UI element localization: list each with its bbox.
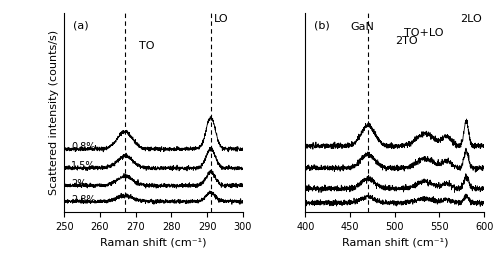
Text: 2%: 2% bbox=[71, 179, 87, 189]
Text: GaN: GaN bbox=[350, 22, 374, 32]
Text: 2TO: 2TO bbox=[395, 36, 417, 46]
Text: 2LO: 2LO bbox=[460, 14, 482, 24]
Text: 2.8%: 2.8% bbox=[71, 195, 96, 205]
Text: (b): (b) bbox=[314, 21, 330, 31]
Text: LO: LO bbox=[214, 14, 229, 24]
Text: (a): (a) bbox=[73, 21, 89, 31]
Text: 0.8%: 0.8% bbox=[71, 142, 96, 153]
X-axis label: Raman shift (cm⁻¹): Raman shift (cm⁻¹) bbox=[100, 238, 207, 248]
Text: TO: TO bbox=[139, 41, 155, 51]
Y-axis label: Scattered intensity (counts/s): Scattered intensity (counts/s) bbox=[49, 30, 59, 195]
X-axis label: Raman shift (cm⁻¹): Raman shift (cm⁻¹) bbox=[341, 238, 448, 248]
Text: TO+LO: TO+LO bbox=[404, 28, 443, 38]
Text: 1.5%: 1.5% bbox=[71, 161, 96, 171]
